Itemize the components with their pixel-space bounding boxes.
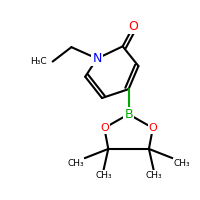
Text: CH₃: CH₃ [67, 159, 84, 168]
Text: H₃C: H₃C [30, 57, 47, 66]
Text: O: O [100, 123, 109, 133]
Text: CH₃: CH₃ [95, 171, 112, 180]
Text: O: O [129, 20, 138, 33]
Text: B: B [124, 108, 133, 121]
Text: CH₃: CH₃ [174, 159, 190, 168]
Text: O: O [148, 123, 157, 133]
Text: N: N [92, 52, 102, 65]
Text: CH₃: CH₃ [145, 171, 162, 180]
